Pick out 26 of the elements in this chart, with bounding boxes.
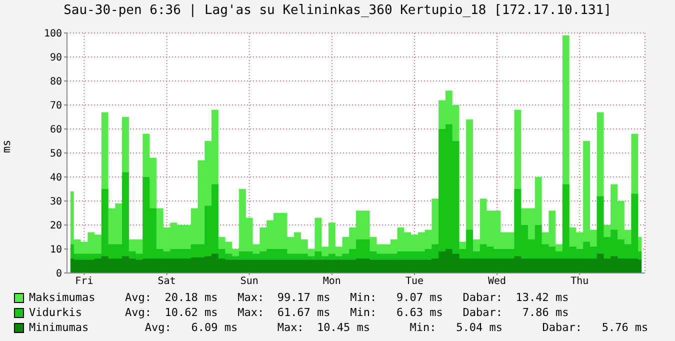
text: Avg: 20.18 ms Max: 99.17 ms Min: 9.07 ms Dabar: 13.42 ms (125, 290, 569, 305)
legend-label: Minimumas (29, 320, 90, 335)
y-tick-label: 30 (50, 196, 62, 208)
x-tick-label: Wed (488, 276, 506, 288)
x-tick-label: Sat (158, 276, 176, 288)
y-tick-label: 20 (50, 220, 62, 232)
y-tick-label: 0 (56, 268, 62, 280)
y-tick-label: 70 (50, 100, 62, 112)
legend-label: Vidurkis (29, 305, 83, 320)
x-tick-label: Fri (75, 276, 94, 288)
y-tick-label: 40 (50, 172, 62, 184)
x-tick-label: Thu (570, 276, 589, 288)
y-axis-title: ms (0, 140, 13, 153)
legend-label: Maksimumas (29, 290, 96, 305)
y-tick-label: 80 (50, 76, 62, 88)
y-tick-label: 10 (50, 244, 62, 256)
text: Avg: 6.09 ms Max: 10.45 ms Min: 5.04 ms Dabar: 5.76 ms (144, 320, 648, 335)
text: Avg: 10.62 ms Max: 61.67 ms Min: 6.63 ms Dabar: 7.86 ms (125, 305, 569, 320)
y-tick-label: 60 (50, 124, 62, 136)
x-tick-label: Tue (405, 276, 424, 288)
chart-title: Sau-30-pen 6:36 | Lag'as su Kelininkas_360 Kertupio_18 [172.17.10.131] (62, 3, 612, 18)
y-tick-label: 100 (44, 28, 62, 40)
y-tick-label: 50 (50, 148, 62, 160)
x-tick-label: Mon (322, 276, 341, 288)
x-tick-label: Sun (240, 276, 258, 288)
y-tick-label: 90 (50, 52, 62, 64)
